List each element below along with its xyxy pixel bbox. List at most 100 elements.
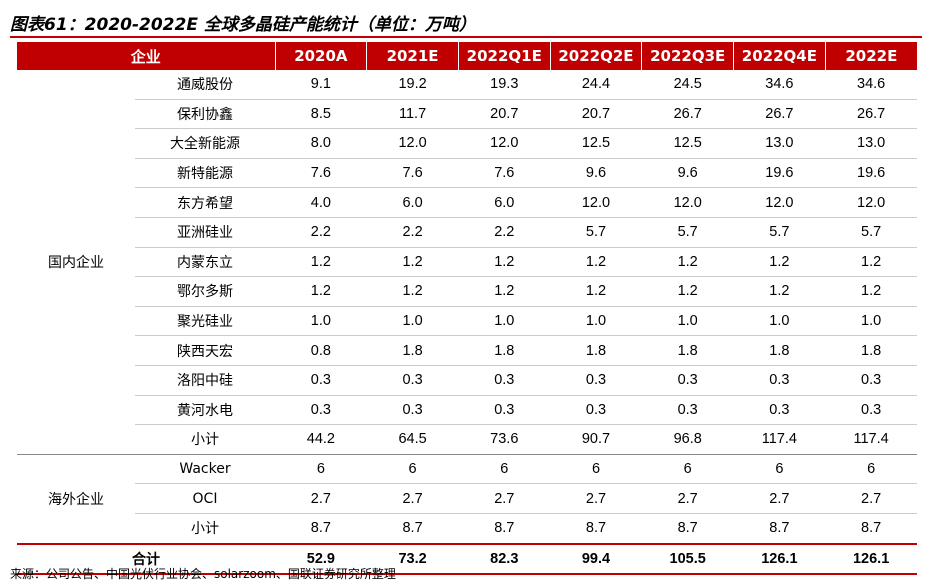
- capacity-value: 1.2: [825, 276, 917, 307]
- table-row: 内蒙东立 1.2 1.2 1.2 1.2 1.2 1.2 1.2: [17, 247, 917, 278]
- table-row: 大全新能源 8.0 12.0 12.0 12.5 12.5 13.0 13.0: [17, 128, 917, 159]
- capacity-value: 2.7: [458, 483, 551, 514]
- company-name: 小计: [135, 424, 276, 455]
- company-name: 鄂尔多斯: [135, 276, 276, 307]
- table-row: 东方希望 4.0 6.0 6.0 12.0 12.0 12.0 12.0: [17, 187, 917, 218]
- company-name: 洛阳中硅: [135, 365, 276, 396]
- group-overseas: 海外企业: [17, 454, 135, 545]
- capacity-value: 0.3: [550, 395, 642, 426]
- capacity-value: 9.6: [550, 158, 642, 189]
- capacity-value: 6.0: [458, 187, 551, 218]
- capacity-value: 1.0: [275, 306, 367, 337]
- capacity-value: 0.3: [458, 395, 551, 426]
- company-name: 通威股份: [135, 70, 276, 100]
- capacity-value: 1.2: [458, 276, 551, 307]
- company-name: 黄河水电: [135, 395, 276, 426]
- title-divider: [10, 36, 922, 38]
- capacity-value: 26.7: [733, 99, 826, 130]
- capacity-value: 6: [641, 454, 734, 485]
- capacity-value: 1.8: [458, 335, 551, 366]
- subtotal-row: 小计 8.7 8.7 8.7 8.7 8.7 8.7 8.7: [17, 513, 917, 545]
- table-header: 企业 2020A 2021E 2022Q1E 2022Q2E 2022Q3E 2022Q4E…: [17, 42, 917, 70]
- capacity-value: 6: [366, 454, 459, 485]
- table-row: 鄂尔多斯 1.2 1.2 1.2 1.2 1.2 1.2 1.2: [17, 276, 917, 307]
- capacity-value: 12.0: [733, 187, 826, 218]
- total-row: 合计 52.9 73.2 82.3 99.4 105.5 126.1 126.1: [17, 542, 917, 576]
- company-name: 新特能源: [135, 158, 276, 189]
- capacity-value: 6.0: [366, 187, 459, 218]
- company-name: 内蒙东立: [135, 247, 276, 278]
- capacity-value: 1.2: [458, 247, 551, 278]
- company-name: 亚洲硅业: [135, 217, 276, 248]
- table-row: 国内企业 通威股份 9.1 19.2 19.3 24.4 24.5 34.6 34.6: [17, 70, 917, 455]
- capacity-value: 2.2: [275, 217, 367, 248]
- capacity-value: 1.2: [825, 247, 917, 278]
- total-value: 126.1: [825, 542, 917, 576]
- capacity-value: 1.2: [641, 247, 734, 278]
- capacity-value: 6: [825, 454, 917, 485]
- capacity-value: 5.7: [550, 217, 642, 248]
- capacity-value: 8.7: [458, 513, 551, 545]
- capacity-value: 8.5: [275, 99, 367, 130]
- capacity-value: 117.4: [733, 424, 826, 455]
- capacity-value: 8.7: [825, 513, 917, 545]
- capacity-value: 2.7: [733, 483, 826, 514]
- table-row: 新特能源 7.6 7.6 7.6 9.6 9.6 19.6 19.6: [17, 158, 917, 189]
- capacity-value: 6: [550, 454, 642, 485]
- capacity-value: 8.0: [275, 128, 367, 159]
- capacity-value: 20.7: [458, 99, 551, 130]
- capacity-value: 2.7: [641, 483, 734, 514]
- company-name: 陕西天宏: [135, 335, 276, 366]
- capacity-value: 26.7: [641, 99, 734, 130]
- capacity-value: 12.0: [825, 187, 917, 218]
- capacity-value: 19.2: [366, 70, 459, 100]
- company-name: 大全新能源: [135, 128, 276, 159]
- capacity-value: 1.0: [733, 306, 826, 337]
- capacity-value: 34.6: [825, 70, 917, 100]
- capacity-value: 1.2: [275, 247, 367, 278]
- capacity-value: 1.8: [733, 335, 826, 366]
- capacity-value: 8.7: [641, 513, 734, 545]
- capacity-value: 19.6: [825, 158, 917, 189]
- total-value: 105.5: [641, 542, 734, 576]
- capacity-value: 26.7: [825, 99, 917, 130]
- capacity-value: 9.1: [275, 70, 367, 100]
- table-row: 保利协鑫 8.5 11.7 20.7 20.7 26.7 26.7 26.7: [17, 99, 917, 130]
- figure-title: 图表61：2020-2022E 全球多晶硅产能统计（单位：万吨）: [10, 15, 476, 35]
- capacity-value: 11.7: [366, 99, 459, 130]
- capacity-value: 1.0: [825, 306, 917, 337]
- capacity-value: 1.8: [641, 335, 734, 366]
- company-name: 聚光硅业: [135, 306, 276, 337]
- capacity-value: 1.8: [366, 335, 459, 366]
- capacity-value: 0.3: [825, 365, 917, 396]
- table-body: 国内企业 通威股份 9.1 19.2 19.3 24.4 24.5 34.6 34.6 保利协鑫 8…: [17, 70, 917, 576]
- company-name: Wacker: [135, 454, 276, 485]
- capacity-value: 117.4: [825, 424, 917, 455]
- capacity-value: 2.7: [825, 483, 917, 514]
- capacity-value: 1.2: [733, 276, 826, 307]
- capacity-value: 2.2: [366, 217, 459, 248]
- capacity-value: 5.7: [825, 217, 917, 248]
- company-name: 东方希望: [135, 187, 276, 218]
- capacity-value: 4.0: [275, 187, 367, 218]
- header-period: 2022E: [824, 42, 917, 70]
- capacity-value: 0.3: [275, 365, 367, 396]
- capacity-value: 13.0: [733, 128, 826, 159]
- header-period: 2021E: [366, 42, 459, 70]
- capacity-value: 5.7: [641, 217, 734, 248]
- capacity-value: 1.0: [641, 306, 734, 337]
- capacity-value: 12.5: [550, 128, 642, 159]
- table-row: 洛阳中硅 0.3 0.3 0.3 0.3 0.3 0.3 0.3: [17, 365, 917, 396]
- total-value: 126.1: [733, 542, 826, 576]
- capacity-value: 6: [458, 454, 551, 485]
- capacity-table: 企业 2020A 2021E 2022Q1E 2022Q2E 2022Q3E 2022Q4E…: [17, 42, 917, 576]
- table-row: 陕西天宏 0.8 1.8 1.8 1.8 1.8 1.8 1.8: [17, 335, 917, 366]
- capacity-value: 0.8: [275, 335, 367, 366]
- header-period: 2022Q3E: [641, 42, 734, 70]
- capacity-value: 2.7: [550, 483, 642, 514]
- capacity-value: 19.6: [733, 158, 826, 189]
- company-name: 小计: [135, 513, 276, 545]
- capacity-value: 1.2: [550, 247, 642, 278]
- capacity-value: 1.2: [275, 276, 367, 307]
- capacity-value: 1.8: [550, 335, 642, 366]
